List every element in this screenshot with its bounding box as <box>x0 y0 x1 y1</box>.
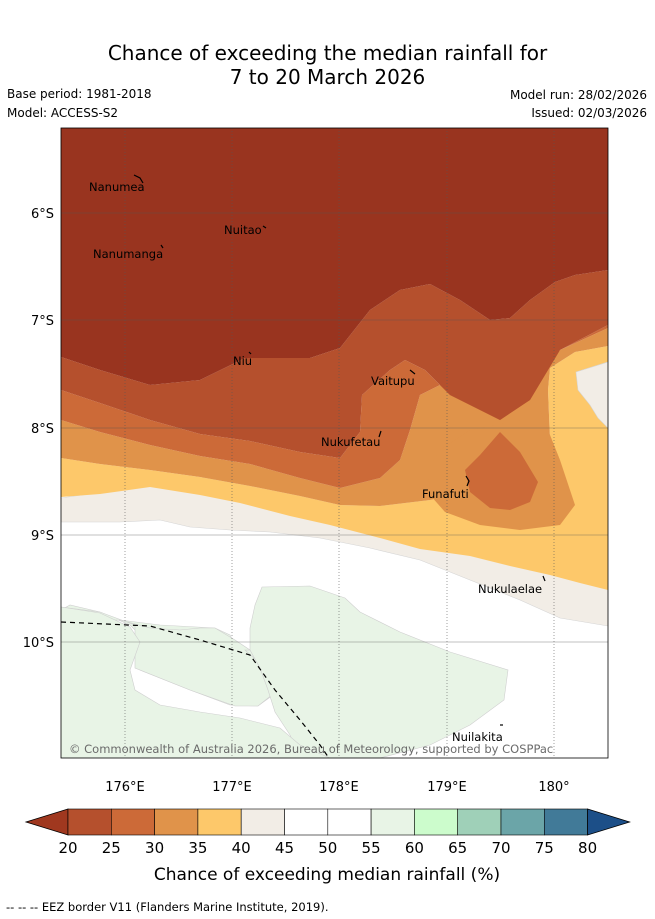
colorbar-tick: 65 <box>448 839 467 857</box>
place-label: Nanumanga <box>93 247 163 261</box>
lon-label: 179°E <box>427 780 467 795</box>
place-label: Nanumea <box>89 180 145 194</box>
model-name: Model: ACCESS-S2 <box>7 106 119 120</box>
lat-label: 6°S <box>31 207 54 222</box>
colorbar-segment <box>154 808 199 836</box>
colorbar-segment <box>500 808 545 836</box>
colorbar-segment <box>284 808 329 836</box>
eez-footnote: -- -- -- EEZ border V11 (Flanders Marine… <box>6 900 329 914</box>
colorbar-tick: 25 <box>102 839 121 857</box>
title-line-1: Chance of exceeding the median rainfall … <box>107 41 548 65</box>
colorbar-extend-low <box>24 808 69 836</box>
colorbar-segment <box>543 808 588 836</box>
lon-grid <box>124 128 555 758</box>
colorbar <box>24 808 631 836</box>
zone-20-25 <box>61 128 608 385</box>
lat-label: 7°S <box>31 314 54 329</box>
zone-30-35 <box>61 325 608 488</box>
zone-40-45 <box>61 346 608 590</box>
colorbar-tick: 20 <box>58 839 77 857</box>
lat-label: 9°S <box>31 529 54 544</box>
place-label: Nuilakita <box>452 730 503 744</box>
issued-date: Issued: 02/03/2026 <box>531 106 647 120</box>
colorbar-tick: 45 <box>275 839 294 857</box>
eez-border <box>61 621 330 758</box>
lon-label: 180° <box>538 780 569 795</box>
colorbar-segment <box>111 808 155 836</box>
model-run: Model run: 28/02/2026 <box>509 88 647 102</box>
lat-label: 10°S <box>23 636 54 651</box>
colorbar-segment <box>414 808 458 836</box>
colorbar-tick: 35 <box>188 839 207 857</box>
colorbar-segment <box>67 808 112 836</box>
colorbar-tick: 60 <box>405 839 424 857</box>
lon-label: 177°E <box>212 780 252 795</box>
colorbar-segment <box>370 808 415 836</box>
place-label: Vaitupu <box>371 374 415 388</box>
place-label: Nukulaelae <box>478 582 542 596</box>
colorbar-tick: 70 <box>491 839 510 857</box>
map-frame <box>60 127 609 759</box>
colorbar-label: Chance of exceeding median rainfall (%) <box>154 865 500 885</box>
colorbar-segment <box>327 808 372 836</box>
colorbar-tick: 80 <box>578 839 597 857</box>
title-line-2: 7 to 20 March 2026 <box>229 65 426 89</box>
base-period: Base period: 1981-2018 <box>7 87 152 101</box>
place-label: Niu <box>233 354 252 368</box>
colorbar-tick: 40 <box>232 839 251 857</box>
place-label: Nuitao <box>224 223 262 237</box>
zone-30-35-funafuti <box>465 432 538 510</box>
colorbar-tick: 75 <box>535 839 554 857</box>
place-label: Nukufetau <box>321 435 380 449</box>
colorbar-segment <box>197 808 242 836</box>
copyright-notice: © Commonwealth of Australia 2026, Bureau… <box>69 742 553 756</box>
colorbar-tick: 55 <box>362 839 381 857</box>
colorbar-tick: 30 <box>145 839 164 857</box>
colorbar-tick: 50 <box>318 839 337 857</box>
lat-label: 8°S <box>31 422 54 437</box>
island-marks <box>133 174 546 726</box>
colorbar-extend-high <box>587 808 631 836</box>
zone-25-30 <box>61 270 608 458</box>
colorbar-segment <box>457 808 502 836</box>
zone-45-50-east <box>575 361 608 429</box>
zone-55-60-south <box>61 606 331 758</box>
lon-label: 178°E <box>319 780 359 795</box>
lat-grid <box>61 212 608 643</box>
zone-55-60-west-b <box>61 606 279 707</box>
place-label: Funafuti <box>422 487 469 501</box>
lon-label: 176°E <box>105 780 145 795</box>
colorbar-segment <box>240 808 285 836</box>
zone-55-60-main <box>249 585 509 758</box>
